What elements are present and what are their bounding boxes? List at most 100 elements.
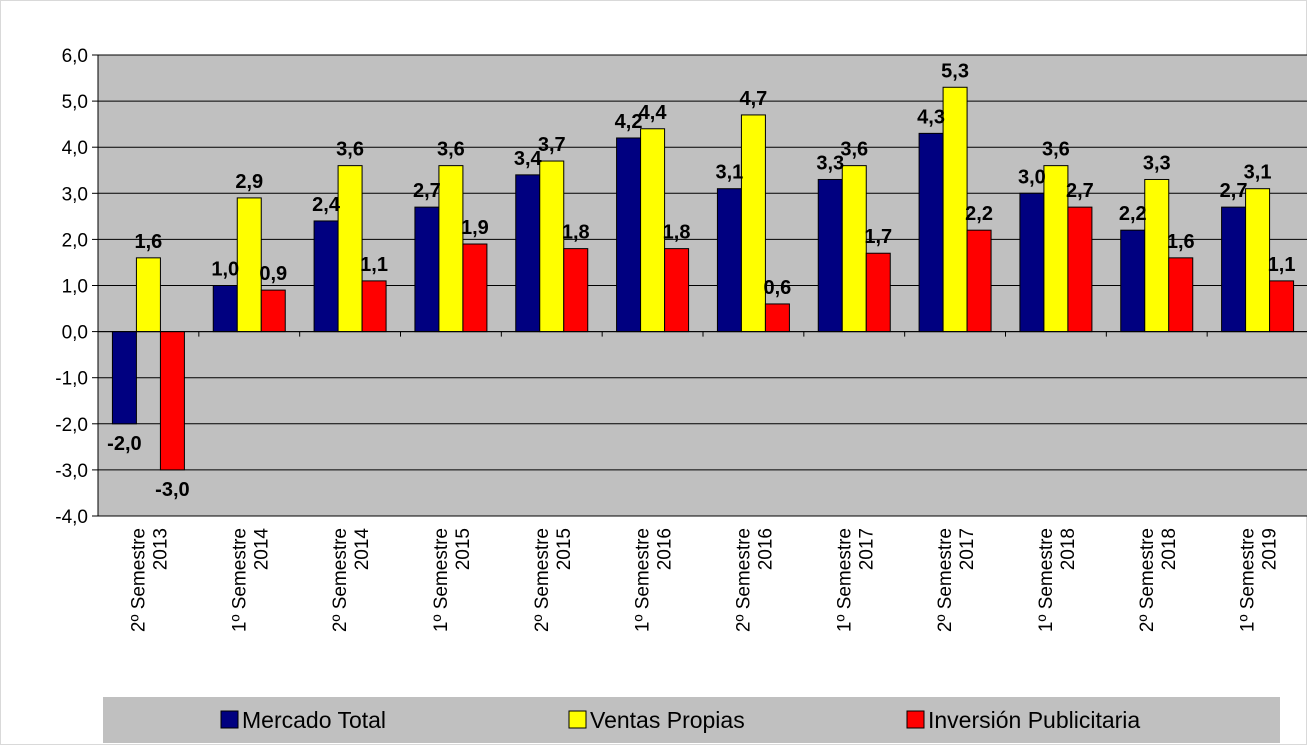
- data-label: 3,1: [1244, 162, 1272, 184]
- y-tick-label: 1,0: [62, 277, 88, 298]
- legend: Mercado Total Ventas Propias Inversión Pub…: [103, 697, 1280, 743]
- data-label: 3,0: [1018, 166, 1046, 188]
- bar: [111, 331, 137, 425]
- legend-label: Ventas Propias: [590, 707, 745, 733]
- data-label: 1,0: [211, 259, 239, 281]
- x-tick-label: 2º Semestre 2015: [532, 528, 575, 632]
- x-tick-label-line1: 2º Semestre: [128, 528, 149, 632]
- y-tick-label: 4,0: [62, 138, 88, 159]
- bar: [1144, 178, 1170, 333]
- bar: [563, 248, 589, 333]
- bar: [260, 289, 286, 333]
- legend-label: Mercado Total: [242, 707, 386, 733]
- bar: [764, 303, 790, 333]
- data-label: 3,6: [336, 139, 364, 161]
- y-tick-label: 6,0: [62, 46, 88, 67]
- x-tick-label: 2º Semestre 2013: [128, 528, 171, 632]
- bar: [1168, 257, 1194, 333]
- x-tick-label: 1º Semestre 2016: [633, 528, 676, 632]
- y-tick-label: 0,0: [62, 323, 88, 344]
- bar: [1043, 165, 1069, 333]
- x-tick-label-line1: 1º Semestre: [229, 528, 250, 632]
- bar: [313, 220, 339, 333]
- data-label: 1,9: [461, 217, 489, 239]
- x-tick-label-line2: 2018: [1058, 528, 1079, 570]
- x-tick-label: 1º Semestre 2014: [229, 528, 272, 633]
- data-label: -3,0: [155, 479, 189, 501]
- x-tick-label-line2: 2015: [554, 528, 575, 570]
- x-tick-label-line1: 1º Semestre: [834, 528, 855, 632]
- data-label: 1,6: [1167, 231, 1195, 253]
- x-tick-label-line2: 2019: [1260, 528, 1281, 570]
- x-tick-label-line2: 2013: [150, 528, 171, 570]
- data-label: 0,9: [259, 263, 287, 285]
- data-label: 4,2: [615, 111, 643, 133]
- axes: [98, 331, 1307, 337]
- legend-label: Inversión Publicitaria: [928, 707, 1140, 733]
- x-tick-label-line2: 2014: [352, 528, 373, 571]
- bar: [236, 197, 262, 333]
- bar: [337, 165, 363, 333]
- x-tick-label-line2: 2016: [655, 528, 676, 570]
- x-tick-label: 2º Semestre 2014: [330, 528, 373, 633]
- data-label: 4,3: [917, 106, 945, 128]
- bar: [1269, 280, 1295, 333]
- data-label: 1,6: [135, 231, 163, 253]
- x-tick-label: 1º Semestre 2017: [834, 528, 877, 632]
- y-tick-label: 2,0: [62, 230, 88, 251]
- data-label: 2,4: [312, 194, 341, 216]
- data-label: 3,7: [538, 134, 566, 156]
- data-label: 4,4: [639, 102, 668, 124]
- y-tick-label: 3,0: [62, 184, 88, 205]
- bar: [438, 165, 464, 333]
- data-label: 4,7: [740, 88, 768, 110]
- legend-background: [103, 697, 1280, 743]
- x-tick-label-line2: 2015: [453, 528, 474, 570]
- bar: [135, 257, 161, 333]
- x-tick-label-line1: 2º Semestre: [330, 528, 351, 632]
- data-label: 3,3: [816, 152, 844, 174]
- x-tick-label-line2: 2018: [1159, 528, 1180, 570]
- bar: [414, 206, 440, 333]
- legend-swatch: [220, 710, 239, 729]
- bar: [841, 165, 867, 333]
- data-label: 2,7: [1220, 180, 1248, 202]
- data-label: 1,7: [864, 226, 892, 248]
- bar: [1120, 229, 1146, 333]
- data-label: 3,3: [1143, 152, 1171, 174]
- data-label: 1,8: [562, 222, 590, 244]
- data-label: 1,8: [663, 222, 691, 244]
- x-tick-label-line1: 1º Semestre: [1036, 528, 1057, 632]
- bar: [865, 252, 891, 333]
- y-tick-label: -2,0: [55, 415, 88, 436]
- bar: [740, 114, 766, 333]
- bar: [1245, 188, 1271, 333]
- bar: [664, 248, 690, 333]
- x-tick-label-line2: 2017: [957, 528, 978, 570]
- data-label: 5,3: [941, 60, 969, 82]
- x-tick-label: 1º Semestre 2019: [1238, 528, 1281, 632]
- x-tick-label-line2: 2016: [755, 528, 776, 570]
- y-tick-label: 5,0: [62, 92, 88, 113]
- x-tick-label: 1º Semestre 2015: [431, 528, 474, 632]
- bar: [515, 174, 541, 333]
- bar: [640, 128, 666, 333]
- data-label: 3,6: [840, 139, 868, 161]
- data-label: 3,6: [1042, 139, 1070, 161]
- data-label: 2,2: [1119, 203, 1147, 225]
- y-tick-label: -4,0: [55, 507, 88, 528]
- data-label: 2,7: [1066, 180, 1094, 202]
- data-label: 3,1: [716, 162, 744, 184]
- x-tick-label-line1: 1º Semestre: [431, 528, 452, 632]
- bar: [1067, 206, 1093, 333]
- x-tick-label-line1: 2º Semestre: [1137, 528, 1158, 632]
- bar: [159, 331, 185, 471]
- legend-swatch: [568, 710, 587, 729]
- bar: [966, 229, 992, 333]
- x-tick-label-line1: 2º Semestre: [532, 528, 553, 632]
- x-tick-label-line1: 1º Semestre: [633, 528, 654, 632]
- x-tick-label: 1º Semestre 2018: [1036, 528, 1079, 632]
- data-label: 3,6: [437, 139, 465, 161]
